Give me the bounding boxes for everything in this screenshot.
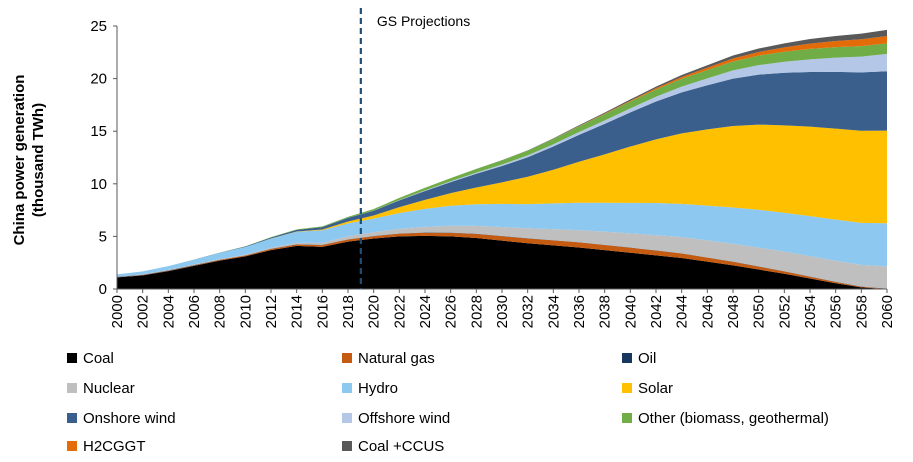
x-tick-label: 2024 xyxy=(417,295,434,328)
legend-swatch-solar xyxy=(622,383,632,393)
x-tick-labels: 2000 2002 2004 2006 2008 2010 2012 2014 2016 2018… xyxy=(109,289,896,328)
y-tick-label: 10 xyxy=(90,176,107,193)
x-tick-label: 2030 xyxy=(494,295,511,328)
legend-label-oil: Oil xyxy=(638,350,656,367)
legend-swatch-offshore-wind xyxy=(342,413,352,423)
y-tick-label: 20 xyxy=(90,71,107,88)
x-tick-label: 2022 xyxy=(391,295,408,328)
legend-swatch-hydro xyxy=(342,383,352,393)
y-tick-labels: 0 5 10 15 20 25 xyxy=(90,18,117,298)
projection-annotation: GS Projections xyxy=(377,13,470,29)
legend-label-coal-ccus: Coal +CCUS xyxy=(358,438,444,455)
legend-label-solar: Solar xyxy=(638,380,673,397)
legend-label-coal: Coal xyxy=(83,350,114,367)
x-tick-label: 2000 xyxy=(109,295,126,328)
x-tick-label: 2018 xyxy=(340,295,357,328)
legend-label-offshore-wind: Offshore wind xyxy=(358,410,450,427)
x-tick-label: 2008 xyxy=(212,295,229,328)
x-tick-label: 2042 xyxy=(648,295,665,328)
x-tick-label: 2028 xyxy=(468,295,485,328)
x-tick-label: 2002 xyxy=(135,295,152,328)
legend-swatch-h2cggt xyxy=(67,441,77,451)
legend-swatch-coal-ccus xyxy=(342,441,352,451)
y-tick-label: 25 xyxy=(90,18,107,35)
x-tick-label: 2004 xyxy=(160,295,177,328)
x-tick-label: 2052 xyxy=(776,295,793,328)
x-tick-label: 2048 xyxy=(725,295,742,328)
area-solar xyxy=(117,124,887,275)
area-nuclear xyxy=(117,225,887,289)
x-tick-label: 2036 xyxy=(571,295,588,328)
x-tick-label: 2050 xyxy=(751,295,768,328)
legend-swatch-coal xyxy=(67,353,77,363)
legend-swatch-natural-gas xyxy=(342,353,352,363)
legend-swatch-nuclear xyxy=(67,383,77,393)
legend-swatch-oil xyxy=(622,353,632,363)
y-axis-label: China power generation (thousand TWh) xyxy=(11,75,47,246)
y-axis-label-line2: (thousand TWh) xyxy=(30,103,47,217)
legend-label-hydro: Hydro xyxy=(358,380,398,397)
x-tick-label: 2060 xyxy=(879,295,896,328)
x-tick-label: 2054 xyxy=(802,295,819,328)
x-tick-label: 2044 xyxy=(674,295,691,328)
legend-swatch-onshore-wind xyxy=(67,413,77,423)
y-tick-label: 15 xyxy=(90,123,107,140)
legend-label-nuclear: Nuclear xyxy=(83,380,135,397)
area-series-group xyxy=(117,29,887,289)
x-tick-label: 2026 xyxy=(443,295,460,328)
x-tick-label: 2032 xyxy=(520,295,537,328)
legend-label-other-biomass-geothermal: Other (biomass, geothermal) xyxy=(638,410,829,427)
area-coal xyxy=(117,235,887,289)
legend: Coal Natural gas Oil Nuclear Hydro Solar Onsho… xyxy=(67,350,829,455)
x-tick-label: 2040 xyxy=(622,295,639,328)
x-tick-label: 2046 xyxy=(699,295,716,328)
x-tick-label: 2056 xyxy=(828,295,845,328)
x-tick-label: 2020 xyxy=(366,295,383,328)
y-tick-label: 5 xyxy=(99,228,107,245)
x-tick-label: 2038 xyxy=(597,295,614,328)
y-tick-label: 0 xyxy=(99,281,107,298)
legend-label-h2cggt: H2CGGT xyxy=(83,438,146,455)
x-tick-label: 2058 xyxy=(853,295,870,328)
legend-label-natural-gas: Natural gas xyxy=(358,350,435,367)
x-tick-label: 2014 xyxy=(289,295,306,328)
x-tick-label: 2010 xyxy=(237,295,254,328)
x-tick-label: 2016 xyxy=(314,295,331,328)
legend-label-onshore-wind: Onshore wind xyxy=(83,410,176,427)
area-hydro xyxy=(117,202,887,277)
y-axis-label-line1: China power generation xyxy=(11,75,28,246)
x-tick-label: 2006 xyxy=(186,295,203,328)
legend-swatch-other-biomass-geothermal xyxy=(622,413,632,423)
area-onshore-wind xyxy=(117,71,887,275)
x-tick-label: 2012 xyxy=(263,295,280,328)
x-tick-label: 2034 xyxy=(545,295,562,328)
